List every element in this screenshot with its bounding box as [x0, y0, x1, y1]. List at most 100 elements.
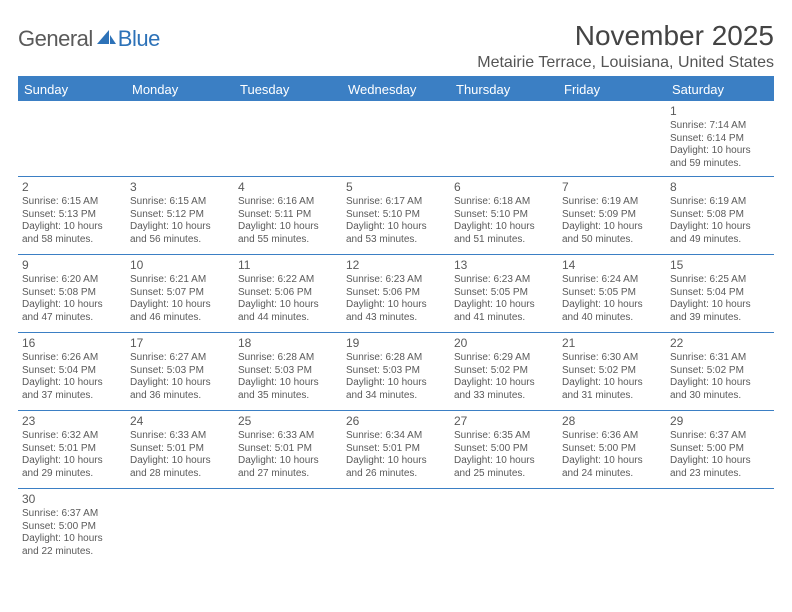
sunset-line: Sunset: 5:03 PM — [346, 365, 446, 378]
sunset-line: Sunset: 5:02 PM — [454, 365, 554, 378]
day-number: 15 — [670, 258, 770, 273]
sunset-line: Sunset: 5:06 PM — [346, 287, 446, 300]
sunset-line: Sunset: 5:08 PM — [22, 287, 122, 300]
calendar-cell: 13Sunrise: 6:23 AMSunset: 5:05 PMDayligh… — [450, 255, 558, 333]
day-number: 23 — [22, 414, 122, 429]
calendar-row: 1Sunrise: 7:14 AMSunset: 6:14 PMDaylight… — [18, 101, 774, 177]
sunset-line: Sunset: 5:10 PM — [454, 209, 554, 222]
logo-text-blue: Blue — [118, 26, 160, 52]
sunrise-line: Sunrise: 6:30 AM — [562, 352, 662, 365]
daylight-line: Daylight: 10 hours and 36 minutes. — [130, 377, 230, 402]
sunset-line: Sunset: 5:01 PM — [238, 443, 338, 456]
calendar-cell — [234, 489, 342, 567]
logo: General Blue — [18, 26, 160, 52]
sunset-line: Sunset: 5:02 PM — [562, 365, 662, 378]
day-number: 9 — [22, 258, 122, 273]
daylight-line: Daylight: 10 hours and 39 minutes. — [670, 299, 770, 324]
sunrise-line: Sunrise: 6:22 AM — [238, 274, 338, 287]
daylight-line: Daylight: 10 hours and 27 minutes. — [238, 455, 338, 480]
sunrise-line: Sunrise: 6:15 AM — [130, 196, 230, 209]
calendar-cell — [234, 101, 342, 177]
sunset-line: Sunset: 5:08 PM — [670, 209, 770, 222]
sunrise-line: Sunrise: 6:28 AM — [238, 352, 338, 365]
calendar-cell: 8Sunrise: 6:19 AMSunset: 5:08 PMDaylight… — [666, 177, 774, 255]
daylight-line: Daylight: 10 hours and 37 minutes. — [22, 377, 122, 402]
sunset-line: Sunset: 5:06 PM — [238, 287, 338, 300]
calendar-table: Sunday Monday Tuesday Wednesday Thursday… — [18, 76, 774, 567]
daylight-line: Daylight: 10 hours and 23 minutes. — [670, 455, 770, 480]
weekday-header-row: Sunday Monday Tuesday Wednesday Thursday… — [18, 77, 774, 101]
day-number: 12 — [346, 258, 446, 273]
sunrise-line: Sunrise: 6:31 AM — [670, 352, 770, 365]
calendar-cell: 30Sunrise: 6:37 AMSunset: 5:00 PMDayligh… — [18, 489, 126, 567]
day-number: 13 — [454, 258, 554, 273]
day-number: 29 — [670, 414, 770, 429]
sunset-line: Sunset: 5:04 PM — [22, 365, 122, 378]
calendar-row: 9Sunrise: 6:20 AMSunset: 5:08 PMDaylight… — [18, 255, 774, 333]
calendar-row: 30Sunrise: 6:37 AMSunset: 5:00 PMDayligh… — [18, 489, 774, 567]
sunset-line: Sunset: 5:01 PM — [22, 443, 122, 456]
sunrise-line: Sunrise: 6:28 AM — [346, 352, 446, 365]
calendar-cell: 1Sunrise: 7:14 AMSunset: 6:14 PMDaylight… — [666, 101, 774, 177]
calendar-cell: 6Sunrise: 6:18 AMSunset: 5:10 PMDaylight… — [450, 177, 558, 255]
daylight-line: Daylight: 10 hours and 30 minutes. — [670, 377, 770, 402]
sunrise-line: Sunrise: 6:24 AM — [562, 274, 662, 287]
sunset-line: Sunset: 5:00 PM — [22, 521, 122, 534]
sunrise-line: Sunrise: 6:23 AM — [346, 274, 446, 287]
sunrise-line: Sunrise: 6:20 AM — [22, 274, 122, 287]
calendar-cell — [666, 489, 774, 567]
daylight-line: Daylight: 10 hours and 43 minutes. — [346, 299, 446, 324]
sunrise-line: Sunrise: 6:32 AM — [22, 430, 122, 443]
daylight-line: Daylight: 10 hours and 40 minutes. — [562, 299, 662, 324]
day-number: 28 — [562, 414, 662, 429]
sunrise-line: Sunrise: 7:14 AM — [670, 120, 770, 133]
sail-icon — [95, 28, 117, 51]
day-number: 11 — [238, 258, 338, 273]
day-number: 18 — [238, 336, 338, 351]
calendar-cell: 11Sunrise: 6:22 AMSunset: 5:06 PMDayligh… — [234, 255, 342, 333]
sunrise-line: Sunrise: 6:36 AM — [562, 430, 662, 443]
day-number: 27 — [454, 414, 554, 429]
daylight-line: Daylight: 10 hours and 47 minutes. — [22, 299, 122, 324]
calendar-cell: 5Sunrise: 6:17 AMSunset: 5:10 PMDaylight… — [342, 177, 450, 255]
day-number: 16 — [22, 336, 122, 351]
day-number: 24 — [130, 414, 230, 429]
col-friday: Friday — [558, 77, 666, 101]
sunset-line: Sunset: 5:11 PM — [238, 209, 338, 222]
daylight-line: Daylight: 10 hours and 55 minutes. — [238, 221, 338, 246]
calendar-cell — [450, 489, 558, 567]
day-number: 1 — [670, 104, 770, 119]
calendar-cell: 14Sunrise: 6:24 AMSunset: 5:05 PMDayligh… — [558, 255, 666, 333]
sunrise-line: Sunrise: 6:34 AM — [346, 430, 446, 443]
sunrise-line: Sunrise: 6:18 AM — [454, 196, 554, 209]
calendar-cell: 19Sunrise: 6:28 AMSunset: 5:03 PMDayligh… — [342, 333, 450, 411]
calendar-cell: 3Sunrise: 6:15 AMSunset: 5:12 PMDaylight… — [126, 177, 234, 255]
calendar-cell: 20Sunrise: 6:29 AMSunset: 5:02 PMDayligh… — [450, 333, 558, 411]
col-sunday: Sunday — [18, 77, 126, 101]
day-number: 21 — [562, 336, 662, 351]
day-number: 7 — [562, 180, 662, 195]
calendar-cell — [18, 101, 126, 177]
page-title: November 2025 — [477, 20, 774, 52]
daylight-line: Daylight: 10 hours and 35 minutes. — [238, 377, 338, 402]
daylight-line: Daylight: 10 hours and 56 minutes. — [130, 221, 230, 246]
calendar-cell: 12Sunrise: 6:23 AMSunset: 5:06 PMDayligh… — [342, 255, 450, 333]
calendar-cell: 26Sunrise: 6:34 AMSunset: 5:01 PMDayligh… — [342, 411, 450, 489]
sunset-line: Sunset: 5:01 PM — [346, 443, 446, 456]
sunrise-line: Sunrise: 6:26 AM — [22, 352, 122, 365]
calendar-cell — [342, 101, 450, 177]
day-number: 22 — [670, 336, 770, 351]
daylight-line: Daylight: 10 hours and 51 minutes. — [454, 221, 554, 246]
calendar-cell: 7Sunrise: 6:19 AMSunset: 5:09 PMDaylight… — [558, 177, 666, 255]
day-number: 5 — [346, 180, 446, 195]
day-number: 30 — [22, 492, 122, 507]
calendar-cell: 16Sunrise: 6:26 AMSunset: 5:04 PMDayligh… — [18, 333, 126, 411]
sunset-line: Sunset: 5:10 PM — [346, 209, 446, 222]
sunrise-line: Sunrise: 6:37 AM — [670, 430, 770, 443]
sunset-line: Sunset: 5:02 PM — [670, 365, 770, 378]
daylight-line: Daylight: 10 hours and 53 minutes. — [346, 221, 446, 246]
daylight-line: Daylight: 10 hours and 58 minutes. — [22, 221, 122, 246]
sunrise-line: Sunrise: 6:16 AM — [238, 196, 338, 209]
calendar-cell — [126, 101, 234, 177]
calendar-cell: 23Sunrise: 6:32 AMSunset: 5:01 PMDayligh… — [18, 411, 126, 489]
